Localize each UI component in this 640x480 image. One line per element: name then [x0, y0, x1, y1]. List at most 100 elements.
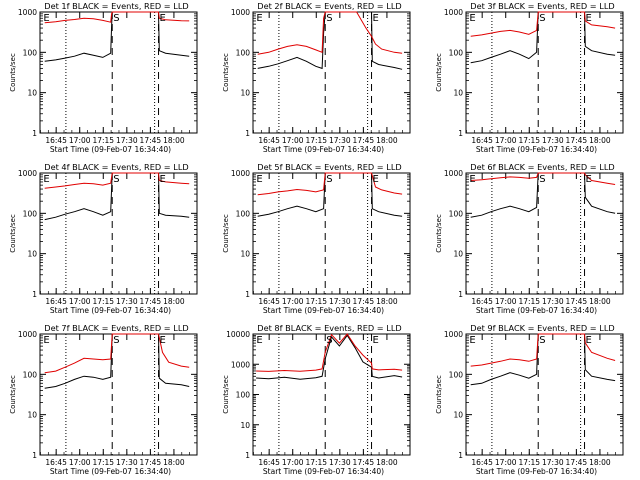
marker-label-s: S [113, 174, 119, 185]
x-tick-label: 17:00 [495, 297, 517, 306]
y-tick-label: 1 [458, 129, 463, 138]
panel-title: Det 5f BLACK = Events, RED = LLD [257, 162, 401, 172]
marker-label-s: S [539, 13, 545, 24]
plot-frame [465, 11, 624, 134]
y-tick-label: 1 [32, 129, 37, 138]
x-tick-label: 16:45 [471, 297, 493, 306]
y-tick-label: 1 [245, 290, 250, 299]
x-axis-label: Start Time (09-Feb-07 16:34:40) [476, 306, 597, 315]
x-tick-label: 16:45 [258, 458, 280, 467]
series-lld-line [44, 333, 190, 374]
y-tick-label: 100 [23, 48, 38, 57]
x-tick-label: 16:45 [258, 136, 280, 145]
marker-label-e: E [160, 335, 166, 346]
x-tick-label: 17:00 [282, 136, 304, 145]
marker-label-e: E [586, 13, 592, 24]
x-tick-label: 17:00 [69, 136, 91, 145]
series-lld-line [44, 172, 190, 189]
series-events-line [44, 11, 190, 62]
series-lld-line [470, 11, 616, 37]
y-axis-label: Counts/sec [435, 53, 443, 92]
series-events-line [470, 172, 616, 218]
x-tick-label: 17:15 [92, 136, 114, 145]
y-tick-label: 1000 [18, 169, 37, 178]
series-events-line [256, 334, 403, 380]
x-tick-label: 17:00 [69, 297, 91, 306]
panel-5: Det 5f BLACK = Events, RED = LLD 1 10 100 10… [222, 162, 411, 315]
marker-label-e: E [160, 13, 166, 24]
x-axis-label: Start Time (09-Feb-07 16:34:40) [263, 306, 384, 315]
y-tick-label: 10 [240, 250, 250, 259]
panel-8: Det 8f BLACK = Events, RED = LLD 1 10 100 10… [222, 323, 411, 476]
marker-label-e: E [469, 174, 475, 185]
marker-label-e: E [586, 335, 592, 346]
panel-title: Det 6f BLACK = Events, RED = LLD [470, 162, 614, 172]
x-tick-label: 17:45 [566, 136, 588, 145]
x-tick-label: 18:00 [589, 136, 611, 145]
x-tick-label: 17:30 [542, 297, 564, 306]
panel-3: Det 3f BLACK = Events, RED = LLD 1 10 100 10… [435, 1, 624, 154]
x-tick-label: 17:15 [305, 458, 327, 467]
plot-frame [39, 333, 198, 456]
marker-label-s: S [113, 335, 119, 346]
y-axis-label: Counts/sec [435, 375, 443, 414]
y-tick-label: 1000 [18, 330, 37, 339]
marker-label-s: S [326, 335, 332, 346]
series-lld-line [470, 333, 616, 367]
x-tick-label: 17:00 [495, 458, 517, 467]
x-tick-label: 16:45 [45, 458, 67, 467]
series-events-line [257, 11, 403, 70]
y-axis-label: Counts/sec [222, 214, 230, 253]
x-tick-label: 17:15 [92, 297, 114, 306]
panel-1: Det 1f BLACK = Events, RED = LLD 1 10 100 10… [9, 1, 198, 154]
series-events-line [257, 172, 403, 217]
series-events-line [470, 333, 616, 386]
x-tick-label: 17:00 [282, 458, 304, 467]
y-axis-label: Counts/sec [222, 375, 230, 414]
y-tick-label: 100 [449, 48, 464, 57]
panel-6: Det 6f BLACK = Events, RED = LLD 1 10 100 10… [435, 162, 624, 315]
panel-4: Det 4f BLACK = Events, RED = LLD 1 10 100 10… [9, 162, 198, 315]
x-tick-label: 18:00 [376, 458, 398, 467]
x-tick-label: 17:15 [518, 136, 540, 145]
y-tick-label: 1 [245, 129, 250, 138]
x-tick-label: 17:15 [518, 297, 540, 306]
y-tick-label: 1000 [18, 8, 37, 17]
x-tick-label: 17:30 [329, 136, 351, 145]
x-tick-label: 17:00 [282, 297, 304, 306]
marker-label-s: S [539, 174, 545, 185]
y-tick-label: 10000 [226, 330, 250, 339]
y-tick-label: 1 [32, 451, 37, 460]
y-tick-label: 100 [449, 370, 464, 379]
y-axis-label: Counts/sec [435, 214, 443, 253]
x-tick-label: 18:00 [589, 297, 611, 306]
x-tick-label: 17:30 [329, 297, 351, 306]
marker-label-e: E [469, 335, 475, 346]
x-axis-label: Start Time (09-Feb-07 16:34:40) [263, 145, 384, 154]
y-tick-label: 1000 [444, 330, 463, 339]
x-tick-label: 17:30 [542, 458, 564, 467]
x-tick-label: 17:45 [353, 458, 375, 467]
x-tick-label: 17:30 [329, 458, 351, 467]
y-tick-label: 10 [453, 411, 463, 420]
x-tick-label: 17:30 [542, 136, 564, 145]
panel-title: Det 9f BLACK = Events, RED = LLD [470, 323, 614, 333]
panel-title: Det 4f BLACK = Events, RED = LLD [44, 162, 188, 172]
x-tick-label: 17:30 [116, 297, 138, 306]
panel-title: Det 2f BLACK = Events, RED = LLD [257, 1, 401, 11]
y-tick-label: 1 [458, 290, 463, 299]
y-tick-label: 100 [23, 209, 38, 218]
marker-label-s: S [539, 335, 545, 346]
x-tick-label: 17:30 [116, 458, 138, 467]
panel-title: Det 1f BLACK = Events, RED = LLD [44, 1, 188, 11]
y-tick-label: 10 [453, 89, 463, 98]
marker-label-s: S [113, 13, 119, 24]
x-tick-label: 17:45 [140, 297, 162, 306]
series-lld-line [257, 172, 403, 196]
y-axis-label: Counts/sec [9, 375, 17, 414]
x-tick-label: 16:45 [258, 297, 280, 306]
y-tick-label: 1000 [231, 169, 250, 178]
y-tick-label: 1000 [231, 8, 250, 17]
x-tick-label: 16:45 [471, 136, 493, 145]
